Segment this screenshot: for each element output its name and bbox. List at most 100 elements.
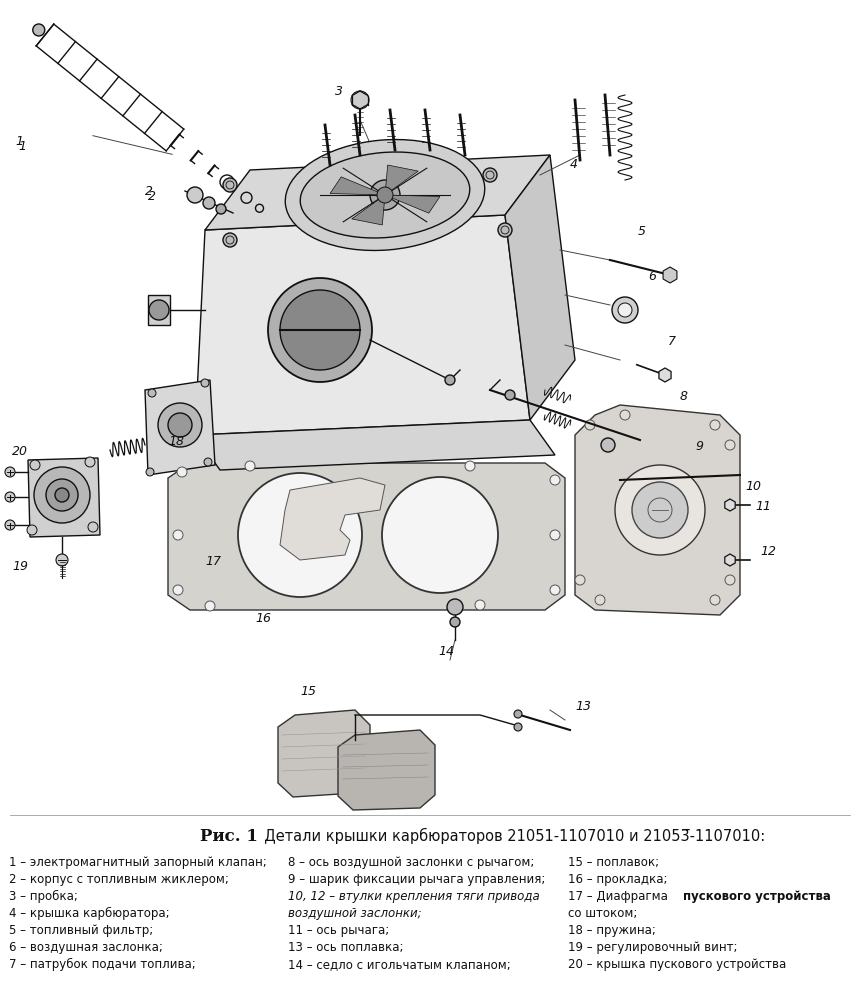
- Polygon shape: [352, 195, 385, 225]
- Circle shape: [377, 187, 393, 203]
- Circle shape: [514, 723, 522, 731]
- Circle shape: [168, 413, 192, 437]
- Circle shape: [550, 475, 560, 485]
- Polygon shape: [385, 195, 440, 213]
- Circle shape: [620, 410, 630, 420]
- Text: 17: 17: [205, 555, 221, 568]
- Text: 13 – ось поплавка;: 13 – ось поплавка;: [288, 941, 404, 954]
- Text: 6: 6: [648, 270, 656, 283]
- Circle shape: [382, 477, 498, 593]
- Polygon shape: [280, 478, 385, 560]
- Circle shape: [483, 168, 497, 182]
- Polygon shape: [205, 155, 550, 230]
- Text: 17 – Диафрагма: 17 – Диафрагма: [568, 890, 672, 903]
- Circle shape: [632, 482, 688, 538]
- Polygon shape: [338, 730, 435, 810]
- Text: Рис. 1: Рис. 1: [200, 828, 258, 845]
- Circle shape: [612, 297, 638, 323]
- Text: 1: 1: [15, 135, 23, 148]
- Text: 2: 2: [148, 190, 156, 203]
- Circle shape: [445, 375, 455, 385]
- Polygon shape: [145, 380, 215, 475]
- Circle shape: [223, 178, 237, 192]
- Circle shape: [595, 595, 605, 605]
- Circle shape: [618, 303, 632, 317]
- Ellipse shape: [285, 140, 485, 250]
- Text: 4 – крышка карбюратора;: 4 – крышка карбюратора;: [9, 907, 170, 920]
- Polygon shape: [195, 215, 530, 435]
- Text: 6 – воздушная заслонка;: 6 – воздушная заслонка;: [9, 941, 163, 954]
- Circle shape: [56, 554, 68, 566]
- Circle shape: [85, 457, 95, 467]
- Text: 7 – патрубок подачи топлива;: 7 – патрубок подачи топлива;: [9, 958, 195, 971]
- Text: 2 – корпус с топливным жиклером;: 2 – корпус с топливным жиклером;: [9, 873, 228, 886]
- Circle shape: [585, 420, 595, 430]
- Text: 16: 16: [255, 612, 271, 625]
- Text: со штоком;: со штоком;: [568, 907, 638, 920]
- Polygon shape: [663, 267, 677, 283]
- Circle shape: [187, 187, 203, 203]
- Circle shape: [148, 389, 156, 397]
- Text: 18 – пружина;: 18 – пружина;: [568, 924, 656, 937]
- Text: 20: 20: [12, 445, 28, 458]
- Text: 3: 3: [335, 85, 343, 98]
- Text: Детали крышки карбюраторов 21051-1107010 и 21053̅-1107010:: Детали крышки карбюраторов 21051-1107010…: [255, 828, 765, 844]
- Circle shape: [158, 403, 202, 447]
- Polygon shape: [505, 155, 575, 420]
- Circle shape: [498, 223, 512, 237]
- Text: воздушной заслонки;: воздушной заслонки;: [288, 907, 422, 920]
- Circle shape: [46, 479, 78, 511]
- Circle shape: [177, 467, 187, 477]
- Circle shape: [601, 438, 615, 452]
- Polygon shape: [330, 176, 385, 195]
- Circle shape: [88, 522, 98, 532]
- Text: 9: 9: [695, 440, 703, 453]
- Text: 13: 13: [575, 700, 591, 713]
- Polygon shape: [195, 420, 555, 470]
- Circle shape: [146, 468, 154, 476]
- Circle shape: [203, 197, 215, 209]
- Text: 2: 2: [145, 185, 153, 198]
- Text: 15 – поплавок;: 15 – поплавок;: [568, 856, 660, 869]
- Circle shape: [173, 530, 183, 540]
- Text: 20 – крышка пускового устройства: 20 – крышка пускового устройства: [568, 958, 786, 971]
- Circle shape: [725, 575, 735, 585]
- Text: 15: 15: [300, 685, 316, 698]
- Circle shape: [351, 91, 369, 109]
- Text: 8: 8: [680, 390, 688, 403]
- Text: 9 – шарик фиксации рычага управления;: 9 – шарик фиксации рычага управления;: [288, 873, 546, 886]
- Text: 19: 19: [12, 560, 28, 573]
- Circle shape: [615, 465, 705, 555]
- Ellipse shape: [300, 152, 470, 238]
- Text: 10: 10: [745, 480, 761, 493]
- Circle shape: [223, 233, 237, 247]
- Circle shape: [447, 599, 463, 615]
- Text: пускового устройства: пускового устройства: [684, 890, 831, 903]
- Circle shape: [505, 390, 515, 400]
- Circle shape: [465, 461, 475, 471]
- Text: 3 – пробка;: 3 – пробка;: [9, 890, 77, 903]
- Text: 1 – электромагнитный запорный клапан;: 1 – электромагнитный запорный клапан;: [9, 856, 266, 869]
- Circle shape: [550, 530, 560, 540]
- Polygon shape: [725, 554, 735, 566]
- Circle shape: [550, 585, 560, 595]
- Bar: [148, 295, 170, 325]
- Text: 1: 1: [18, 140, 26, 153]
- Text: 14: 14: [438, 645, 454, 658]
- Circle shape: [575, 575, 585, 585]
- Circle shape: [370, 180, 400, 210]
- Text: 14 – седло с игольчатым клапаном;: 14 – седло с игольчатым клапаном;: [288, 958, 511, 971]
- Circle shape: [710, 595, 720, 605]
- Text: 5: 5: [638, 225, 646, 238]
- Circle shape: [450, 617, 460, 627]
- Circle shape: [149, 300, 169, 320]
- Text: 16 – прокладка;: 16 – прокладка;: [568, 873, 668, 886]
- Circle shape: [5, 520, 15, 530]
- Polygon shape: [278, 710, 370, 797]
- Text: 12: 12: [760, 545, 776, 558]
- Text: 18: 18: [168, 435, 184, 448]
- Text: 7: 7: [668, 335, 676, 348]
- Text: 11 – ось рычага;: 11 – ось рычага;: [288, 924, 390, 937]
- Polygon shape: [385, 165, 418, 195]
- Circle shape: [5, 492, 15, 502]
